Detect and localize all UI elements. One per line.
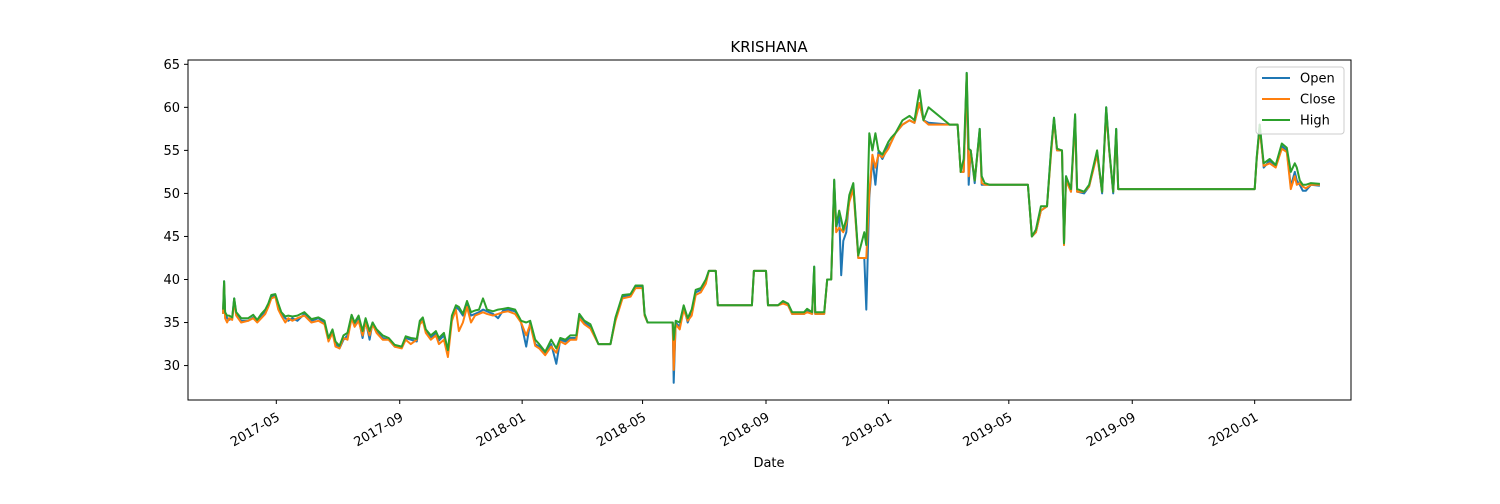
chart-title: KRISHANA — [730, 38, 808, 56]
x-tick-label: 2020-01 — [1207, 410, 1262, 450]
x-tick-label: 2019-09 — [1084, 410, 1139, 450]
series-line-close — [222, 73, 1320, 371]
y-tick-label: 55 — [163, 144, 180, 159]
legend-label-close: Close — [1300, 93, 1335, 108]
y-tick-label: 30 — [163, 359, 180, 374]
y-tick-label: 35 — [163, 316, 180, 331]
y-tick-label: 45 — [163, 230, 180, 245]
series-layer — [222, 71, 1320, 384]
legend-label-high: High — [1300, 114, 1330, 129]
y-tick-label: 50 — [163, 187, 180, 202]
legend-label-open: Open — [1300, 72, 1335, 87]
x-axis: 2017-05 2017-09 2018-01 2018-05 2018-09 2019-… — [228, 400, 1261, 450]
x-tick-label: 2018-09 — [718, 410, 773, 450]
legend-frame — [1255, 66, 1345, 135]
x-tick-label: 2018-05 — [594, 410, 649, 450]
plot-frame — [187, 59, 1352, 401]
x-tick-label: 2018-01 — [474, 410, 529, 450]
x-tick-label: 2019-01 — [840, 410, 895, 450]
series-line-open — [222, 71, 1320, 384]
legend: Open Close High — [1255, 66, 1345, 135]
y-axis: 30 35 40 45 50 55 60 65 — [163, 58, 188, 374]
x-tick-label: 2019-05 — [961, 410, 1016, 450]
x-axis-label: Date — [753, 456, 784, 471]
y-tick-label: 65 — [163, 58, 180, 73]
y-tick-label: 40 — [163, 273, 180, 288]
series-line-high — [222, 71, 1320, 353]
x-tick-label: 2017-05 — [228, 410, 283, 450]
y-tick-label: 60 — [163, 101, 180, 116]
x-tick-label: 2017-09 — [352, 410, 407, 450]
